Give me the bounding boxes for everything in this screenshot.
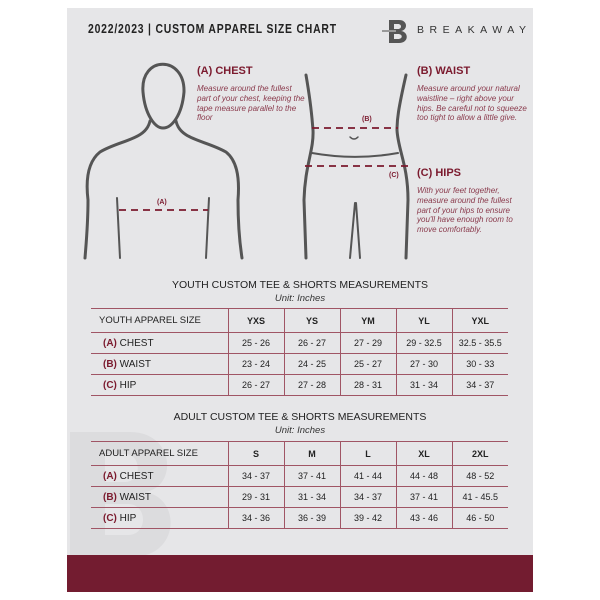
measurement-name: CHEST xyxy=(119,337,154,349)
size-column-header: XL xyxy=(395,441,452,466)
size-header: ADULT APPAREL SIZE xyxy=(91,441,228,466)
size-column-header: YXL xyxy=(451,308,508,333)
measurement-letter: (A) xyxy=(103,470,117,482)
measurement-value: 30 - 33 xyxy=(451,353,508,375)
measurement-value: 43 - 46 xyxy=(395,507,452,529)
adult-table-title: ADULT CUSTOM TEE & SHORTS MEASUREMENTS xyxy=(173,411,427,423)
measurement-value: 31 - 34 xyxy=(395,374,452,396)
table-row: (B) WAIST 29 - 31 31 - 34 34 - 37 37 - 41 41 … xyxy=(91,486,508,508)
table-row: (C) HIP 34 - 36 36 - 39 39 - 42 43 - 46 46 - … xyxy=(91,507,508,529)
youth-table-title: YOUTH CUSTOM TEE & SHORTS MEASUREMENTS xyxy=(171,279,429,291)
measurement-label: (A) CHEST xyxy=(91,332,228,354)
header-row: ADULT APPAREL SIZE S M L XL 2XL xyxy=(91,441,508,466)
measurement-name: WAIST xyxy=(119,491,151,503)
measurement-value: 29 - 32.5 xyxy=(395,332,452,354)
measurement-value: 34 - 37 xyxy=(451,374,508,396)
measurement-value: 29 - 31 xyxy=(227,486,284,508)
table-row: (B) WAIST 23 - 24 24 - 25 25 - 27 27 - 30 30 … xyxy=(91,353,508,375)
measurement-letter: (B) xyxy=(103,491,117,503)
measurement-name: HIP xyxy=(119,379,137,391)
measurement-value: 26 - 27 xyxy=(227,374,284,396)
hips-marker: (C) xyxy=(389,172,399,179)
measurement-value: 46 - 50 xyxy=(451,507,508,529)
measurement-value: 34 - 36 xyxy=(227,507,284,529)
waist-description: Measure around your natural waistline – … xyxy=(417,84,527,123)
chest-marker: (A) xyxy=(157,199,167,206)
measurement-value: 34 - 37 xyxy=(339,486,396,508)
measurement-value: 27 - 28 xyxy=(283,374,340,396)
measurement-value: 41 - 44 xyxy=(339,465,396,487)
size-column-header: YXS xyxy=(227,308,284,333)
size-column-header: S xyxy=(227,441,284,466)
table-row: (A) CHEST 34 - 37 37 - 41 41 - 44 44 - 48 48 … xyxy=(91,465,508,487)
measurement-value: 36 - 39 xyxy=(283,507,340,529)
brand-name: BREAKAWAY xyxy=(417,24,532,36)
youth-unit: Unit: Inches xyxy=(274,293,326,304)
measurement-name: HIP xyxy=(119,512,137,524)
measurement-value: 27 - 30 xyxy=(395,353,452,375)
measurement-value: 24 - 25 xyxy=(283,353,340,375)
table-row: (C) HIP 26 - 27 27 - 28 28 - 31 31 - 34 34 - … xyxy=(91,374,508,396)
size-column-header: YM xyxy=(339,308,396,333)
adult-size-table: ADULT APPAREL SIZE S M L XL 2XL (A) CHEST 34 - … xyxy=(91,441,508,529)
measurement-label: (C) HIP xyxy=(91,374,228,396)
measurement-value: 32.5 - 35.5 xyxy=(451,332,508,354)
measurement-label: (B) WAIST xyxy=(91,486,228,508)
size-header: YOUTH APPAREL SIZE xyxy=(91,308,228,333)
measurement-letter: (C) xyxy=(103,512,117,524)
footer-bar xyxy=(67,555,533,592)
breakaway-logo-icon xyxy=(382,20,407,43)
page-title: 2022/2023 | CUSTOM APPAREL SIZE CHART xyxy=(88,21,337,36)
measurement-label: (A) CHEST xyxy=(91,465,228,487)
measurement-value: 27 - 29 xyxy=(339,332,396,354)
measurement-value: 37 - 41 xyxy=(395,486,452,508)
measurement-label: (B) WAIST xyxy=(91,353,228,375)
measurement-value: 48 - 52 xyxy=(451,465,508,487)
measurement-label: (C) HIP xyxy=(91,507,228,529)
measurement-value: 31 - 34 xyxy=(283,486,340,508)
measurement-value: 25 - 27 xyxy=(339,353,396,375)
chest-title: (A) CHEST xyxy=(197,65,253,77)
size-column-header: YS xyxy=(283,308,340,333)
header-row: YOUTH APPAREL SIZE YXS YS YM YL YXL xyxy=(91,308,508,333)
waist-title: (B) WAIST xyxy=(417,65,471,77)
size-column-header: M xyxy=(283,441,340,466)
size-column-header: L xyxy=(339,441,396,466)
chest-description: Measure around the fullest part of your … xyxy=(197,84,305,123)
measurement-value: 44 - 48 xyxy=(395,465,452,487)
measurement-value: 28 - 31 xyxy=(339,374,396,396)
youth-size-table: YOUTH APPAREL SIZE YXS YS YM YL YXL (A) CHEST 2… xyxy=(91,308,508,396)
measurement-value: 25 - 26 xyxy=(227,332,284,354)
measurement-letter: (B) xyxy=(103,358,117,370)
size-column-header: YL xyxy=(395,308,452,333)
hips-title: (C) HIPS xyxy=(417,167,461,179)
measurement-letter: (C) xyxy=(103,379,117,391)
waist-marker: (B) xyxy=(362,116,372,123)
measurement-value: 39 - 42 xyxy=(339,507,396,529)
measurement-value: 26 - 27 xyxy=(283,332,340,354)
measurement-name: WAIST xyxy=(119,358,151,370)
measurement-value: 23 - 24 xyxy=(227,353,284,375)
hips-description: With your feet together, measure around … xyxy=(417,186,513,235)
measurement-value: 41 - 45.5 xyxy=(451,486,508,508)
size-column-header: 2XL xyxy=(451,441,508,466)
measurement-value: 37 - 41 xyxy=(283,465,340,487)
body-diagram xyxy=(83,62,410,260)
measurement-value: 34 - 37 xyxy=(227,465,284,487)
measurement-letter: (A) xyxy=(103,337,117,349)
adult-unit: Unit: Inches xyxy=(274,425,326,436)
table-row: (A) CHEST 25 - 26 26 - 27 27 - 29 29 - 32.5 3… xyxy=(91,332,508,354)
measurement-name: CHEST xyxy=(119,470,154,482)
